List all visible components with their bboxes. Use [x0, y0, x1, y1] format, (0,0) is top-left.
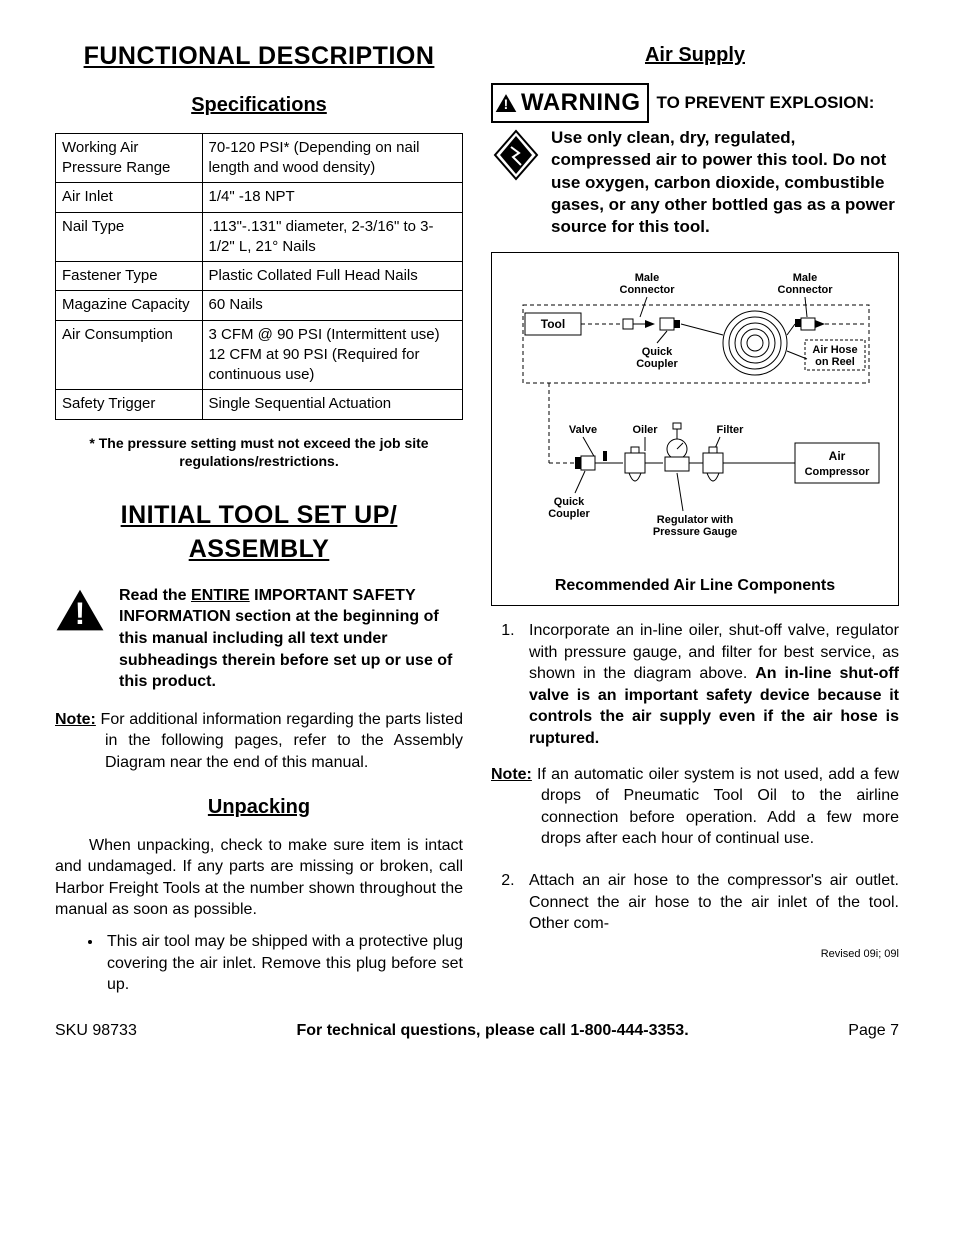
spec-value-cell: 3 CFM @ 90 PSI (Intermittent use) 12 CFM…	[202, 320, 462, 390]
note-oiler: Note: If an automatic oiler system is no…	[491, 764, 899, 850]
spec-label-cell: Nail Type	[56, 212, 203, 262]
table-row: Nail Type.113"-.131" diameter, 2-3/16" t…	[56, 212, 463, 262]
page-footer: SKU 98733 For technical questions, pleas…	[55, 1020, 899, 1042]
spec-footnote: * The pressure setting must not exceed t…	[65, 434, 453, 472]
heading-specifications: Specifications	[55, 92, 463, 119]
spec-value-cell: Single Sequential Actuation	[202, 390, 462, 419]
list-item: Attach an air hose to the compressor's a…	[519, 870, 899, 935]
table-row: Working Air Pressure Range70-120 PSI* (D…	[56, 133, 463, 183]
heading-air-supply: Air Supply	[491, 42, 899, 69]
spec-label-cell: Air Inlet	[56, 183, 203, 212]
svg-text:Air Hose: Air Hose	[812, 344, 857, 356]
diagram-caption: Recommended Air Line Components	[500, 575, 890, 597]
unpacking-paragraph: When unpacking, check to make sure item …	[55, 835, 463, 921]
spec-label-cell: Safety Trigger	[56, 390, 203, 419]
spec-value-cell: 70-120 PSI* (Depending on nail length an…	[202, 133, 462, 183]
svg-text:Air: Air	[829, 449, 846, 463]
table-row: Air Inlet1/4" -18 NPT	[56, 183, 463, 212]
list-item: Incorporate an in-line oiler, shut-off v…	[519, 620, 899, 750]
heading-functional: FUNCTIONAL DESCRIPTION	[55, 40, 463, 74]
table-row: Safety TriggerSingle Sequential Actuatio…	[56, 390, 463, 419]
svg-text:!: !	[75, 596, 85, 631]
table-row: Magazine Capacity60 Nails	[56, 291, 463, 320]
warning-badge: ! WARNING	[491, 83, 649, 123]
revised-note: Revised 09i; 09l	[491, 947, 899, 962]
spec-value-cell: Plastic Collated Full Head Nails	[202, 262, 462, 291]
explosion-diamond-icon	[491, 127, 541, 190]
heading-unpacking: Unpacking	[55, 794, 463, 821]
footer-phone: For technical questions, please call 1-8…	[296, 1020, 688, 1042]
table-row: Air Consumption3 CFM @ 90 PSI (Intermitt…	[56, 320, 463, 390]
svg-text:Coupler: Coupler	[636, 358, 678, 370]
svg-text:Filter: Filter	[717, 424, 745, 436]
specifications-table: Working Air Pressure Range70-120 PSI* (D…	[55, 133, 463, 420]
spec-value-cell: 60 Nails	[202, 291, 462, 320]
unpacking-bullets: This air tool may be shipped with a prot…	[91, 931, 463, 996]
spec-label-cell: Magazine Capacity	[56, 291, 203, 320]
svg-text:Quick: Quick	[554, 496, 585, 508]
spec-value-cell: .113"-.131" diameter, 2-3/16" to 3-1/2" …	[202, 212, 462, 262]
svg-text:Compressor: Compressor	[805, 466, 871, 478]
svg-text:Valve: Valve	[569, 424, 597, 436]
svg-text:!: !	[504, 97, 509, 112]
svg-text:Male: Male	[793, 272, 817, 284]
spec-label-cell: Air Consumption	[56, 320, 203, 390]
svg-text:Quick: Quick	[642, 346, 673, 358]
list-item: This air tool may be shipped with a prot…	[103, 931, 463, 996]
svg-text:Connector: Connector	[778, 284, 834, 296]
note-additional-info: Note: For additional information regardi…	[55, 709, 463, 774]
table-row: Fastener TypePlastic Collated Full Head …	[56, 262, 463, 291]
footer-page: Page 7	[848, 1020, 899, 1042]
safety-read-text: Read the ENTIRE IMPORTANT SAFETY INFORMA…	[119, 585, 463, 693]
svg-text:Pressure Gauge: Pressure Gauge	[653, 526, 737, 538]
spec-value-cell: 1/4" -18 NPT	[202, 183, 462, 212]
air-line-diagram: Male Connector Male Connector Tool	[491, 252, 899, 606]
warning-triangle-icon: !	[55, 585, 105, 642]
svg-text:Oiler: Oiler	[632, 424, 658, 436]
air-supply-steps-cont: Attach an air hose to the compressor's a…	[491, 870, 899, 935]
air-supply-steps: Incorporate an in-line oiler, shut-off v…	[491, 620, 899, 750]
warning-heading: TO PREVENT EXPLOSION:	[657, 92, 875, 115]
svg-text:Coupler: Coupler	[548, 508, 590, 520]
warning-triangle-icon: !	[495, 93, 517, 113]
svg-text:Regulator with: Regulator with	[657, 514, 734, 526]
spec-label-cell: Working Air Pressure Range	[56, 133, 203, 183]
footer-sku: SKU 98733	[55, 1020, 137, 1042]
spec-label-cell: Fastener Type	[56, 262, 203, 291]
explosion-warning-text: Use only clean, dry, regulated, compress…	[551, 127, 899, 237]
svg-text:on Reel: on Reel	[815, 356, 855, 368]
svg-text:Male: Male	[635, 272, 659, 284]
svg-text:Tool: Tool	[541, 317, 565, 331]
svg-text:Connector: Connector	[620, 284, 676, 296]
heading-setup: INITIAL TOOL SET UP/ ASSEMBLY	[55, 499, 463, 567]
